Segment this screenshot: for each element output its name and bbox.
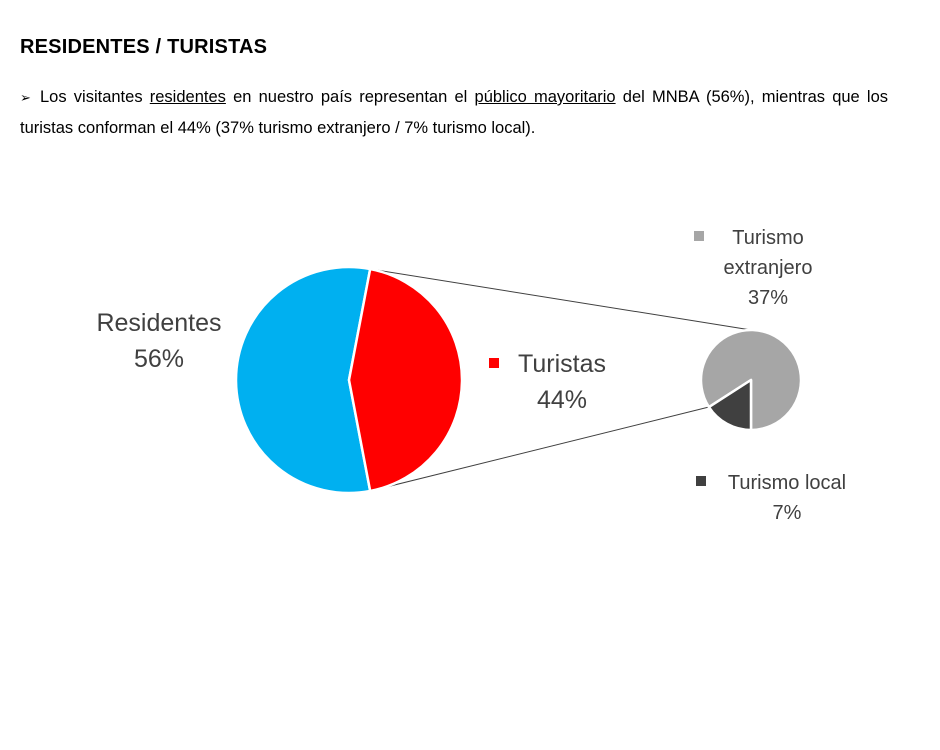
legend-key-turismo-local [696,476,706,486]
label-turistas-name: Turistas [518,350,606,378]
main-pie [234,265,464,495]
label-turismo-extranjero-line1: Turismo [732,227,803,249]
paragraph-text-1: Los visitantes [40,88,150,106]
label-turistas-value: 44% [537,386,587,414]
label-turismo-extranjero-line2: extranjero [724,257,813,279]
legend-key-turismo-extranjero [694,231,704,241]
section-heading: RESIDENTES / TURISTAS [20,36,268,58]
summary-paragraph: ➢ Los visitantes residentes en nuestro pa… [20,82,888,143]
chart-labels: Residentes 56% Turistas 44% Turismo extranjer… [96,227,846,524]
legend-key-turistas [489,358,499,368]
arrow-bullet-icon: ➢ [20,90,31,105]
secondary-pie [699,328,803,432]
pie-slice-residentes [234,265,372,495]
label-turismo-local-name: Turismo local [728,472,846,494]
sub-slice-turismo-local [707,378,753,432]
paragraph-text-3: del MNBA (56%), mientras que los turista… [20,88,889,137]
label-turismo-local-value: 7% [773,502,802,524]
label-turismo-extranjero-value: 37% [748,287,788,309]
paragraph-text-2: en nuestro país representan el [225,88,475,106]
paragraph-underline-publico: público mayoritario [474,88,616,106]
label-residentes-name: Residentes [96,309,221,337]
label-residentes-value: 56% [134,345,184,373]
paragraph-underline-residentes: residentes [149,88,226,106]
pie-of-pie-chart: Residentes 56% Turistas 44% Turismo extranjer… [96,227,846,524]
connector-line-bottom [370,406,710,492]
connector-lines [370,268,752,492]
pie-slice-turistas [347,267,464,493]
connector-line-top [370,268,752,331]
